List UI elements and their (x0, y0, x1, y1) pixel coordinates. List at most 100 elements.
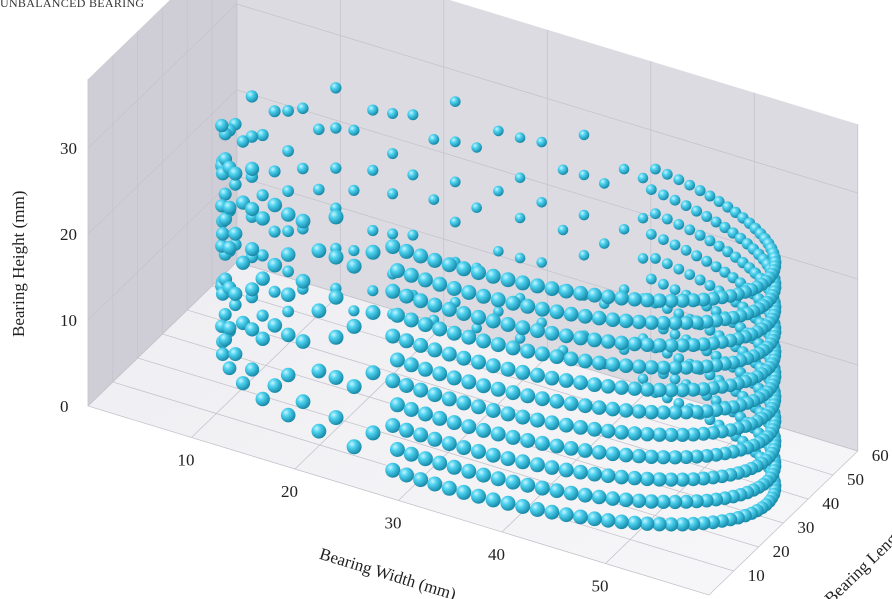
data-point (218, 187, 232, 201)
data-point (614, 380, 629, 395)
data-point (557, 164, 569, 176)
data-point (669, 329, 681, 340)
data-point (268, 105, 281, 118)
data-point (389, 397, 405, 413)
data-point (563, 306, 579, 322)
data-point (417, 317, 433, 333)
data-point (529, 412, 545, 428)
data-point (399, 288, 414, 304)
data-point (534, 480, 550, 496)
data-point (387, 148, 399, 160)
data-point (627, 336, 642, 352)
data-point (686, 293, 701, 308)
data-point (280, 247, 296, 262)
data-point (514, 132, 526, 143)
data-point (245, 282, 260, 297)
data-point (245, 161, 260, 176)
data-point (577, 353, 593, 369)
data-point (490, 471, 506, 487)
data-point (485, 403, 501, 418)
data-point (600, 334, 616, 349)
data-point (441, 301, 457, 317)
data-point (218, 308, 232, 321)
data-point (256, 249, 269, 262)
data-point (689, 449, 704, 464)
data-point (578, 250, 590, 261)
data-point (297, 102, 309, 115)
data-point (520, 388, 536, 404)
data-point (578, 169, 590, 181)
data-point (282, 265, 294, 278)
data-point (668, 405, 683, 420)
data-point (245, 322, 260, 337)
data-point (627, 515, 642, 531)
data-point (403, 312, 419, 328)
data-point (456, 484, 472, 500)
data-point (558, 462, 574, 478)
data-point (549, 304, 565, 320)
data-point (413, 427, 429, 443)
y-tick-label: 60 (872, 446, 889, 465)
data-point (297, 162, 309, 175)
data-point (520, 343, 536, 359)
data-point (441, 257, 457, 273)
data-point (330, 82, 342, 94)
data-point (591, 310, 607, 326)
data-point (256, 128, 269, 142)
chart-title: UNBALANCED BEARING (0, 0, 145, 10)
data-point (222, 321, 237, 335)
data-point (456, 440, 472, 456)
data-point (328, 410, 344, 426)
data-point (515, 499, 531, 514)
data-point (471, 202, 483, 213)
data-point (500, 495, 516, 511)
data-point (591, 400, 607, 415)
data-point (255, 211, 270, 226)
data-point (514, 333, 526, 344)
data-point (365, 425, 381, 441)
data-point (631, 493, 647, 508)
data-point (256, 189, 269, 202)
data-point (280, 207, 296, 222)
data-point (577, 443, 593, 458)
data-point (549, 393, 565, 409)
data-point (500, 272, 516, 288)
data-point (417, 272, 433, 288)
data-point (407, 229, 419, 241)
data-point (652, 293, 667, 308)
data-point (229, 178, 242, 191)
data-point (476, 333, 491, 349)
data-point (652, 382, 667, 398)
data-point (680, 200, 692, 212)
data-point (544, 415, 560, 431)
data-points (215, 82, 782, 532)
data-point (573, 330, 588, 346)
data-point (389, 442, 405, 457)
data-point (701, 211, 713, 222)
data-point (661, 168, 673, 180)
data-point (644, 494, 659, 509)
data-point (330, 162, 342, 174)
data-point (656, 360, 671, 375)
data-point (534, 301, 550, 317)
data-point (618, 403, 634, 418)
data-point (686, 338, 701, 352)
data-point (505, 429, 521, 445)
data-point (605, 446, 620, 462)
data-point (295, 213, 311, 229)
data-point (229, 298, 242, 312)
data-point (505, 385, 521, 401)
data-point (520, 433, 536, 448)
data-point (385, 283, 401, 299)
data-point (280, 287, 296, 303)
data-point (461, 463, 477, 479)
data-point (699, 493, 714, 508)
data-point (599, 238, 610, 249)
data-point (485, 358, 501, 374)
data-point (313, 123, 325, 136)
data-point (348, 124, 360, 136)
data-point (514, 172, 526, 184)
data-point (644, 404, 659, 420)
data-point (311, 363, 327, 379)
data-point (573, 375, 588, 391)
